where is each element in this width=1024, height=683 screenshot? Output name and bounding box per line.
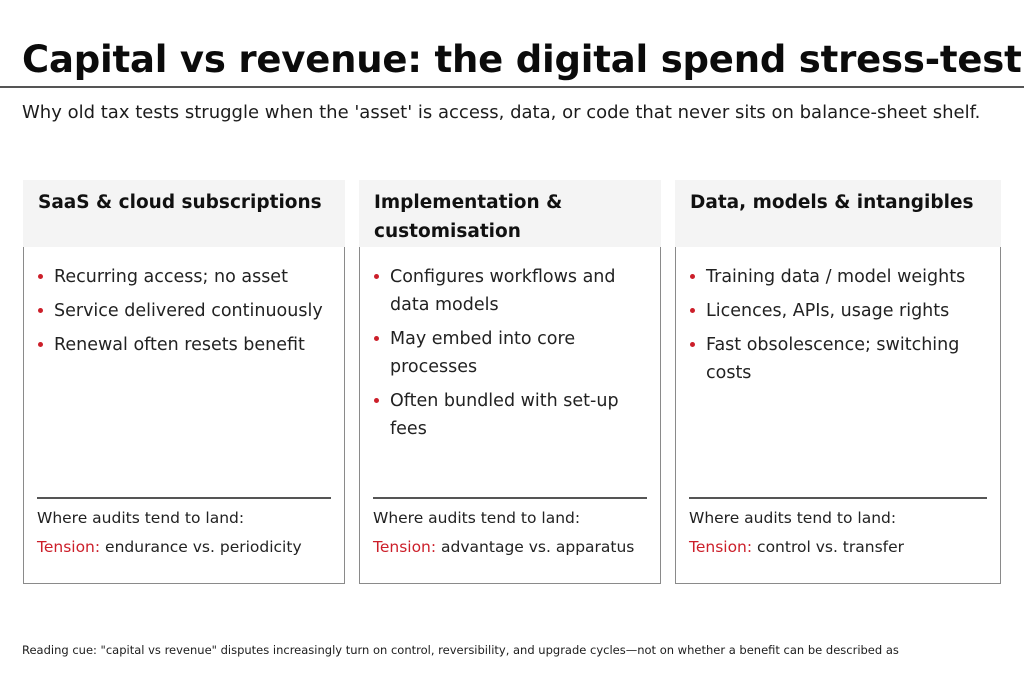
reading-cue: Reading cue: "capital vs revenue" disput… xyxy=(22,643,899,657)
bullet-list: Training data / model weights Licences, … xyxy=(688,263,996,393)
tension-text: control vs. transfer xyxy=(757,538,905,556)
card-divider xyxy=(373,497,647,499)
card-divider xyxy=(689,497,987,499)
card-header: Implementation & customisation xyxy=(359,180,661,247)
bullet-icon xyxy=(374,336,379,341)
page-subtitle: Why old tax tests struggle when the 'ass… xyxy=(22,102,981,123)
card-body: Configures workflows and data models May… xyxy=(359,247,661,584)
card-title: SaaS & cloud subscriptions xyxy=(38,192,322,213)
bullet-icon xyxy=(38,308,43,313)
card-title: Data, models & intangibles xyxy=(690,192,974,213)
bullet-icon xyxy=(38,342,43,347)
audits-label: Where audits tend to land: xyxy=(373,509,581,527)
tension-line: Tension: control vs. transfer xyxy=(689,538,904,556)
bullet-icon xyxy=(690,274,695,279)
tension-label: Tension: xyxy=(37,538,101,556)
bullet-icon xyxy=(38,274,43,279)
card-body: Training data / model weights Licences, … xyxy=(675,247,1001,584)
card-body: Recurring access; no asset Service deliv… xyxy=(23,247,345,584)
list-item: Configures workflows and data models xyxy=(372,263,656,319)
tension-text: advantage vs. apparatus xyxy=(441,538,635,556)
tension-line: Tension: advantage vs. apparatus xyxy=(373,538,634,556)
card-data-models: Data, models & intangibles Training data… xyxy=(675,180,1001,584)
bullet-icon xyxy=(374,398,379,403)
tension-label: Tension: xyxy=(689,538,753,556)
list-item: Training data / model weights xyxy=(688,263,996,291)
bullet-icon xyxy=(690,308,695,313)
bullet-icon xyxy=(690,342,695,347)
list-item: May embed into core processes xyxy=(372,325,656,381)
bullet-list: Recurring access; no asset Service deliv… xyxy=(36,263,340,365)
card-implementation: Implementation & customisation Configure… xyxy=(359,180,661,584)
card-divider xyxy=(37,497,331,499)
title-divider xyxy=(0,86,1024,88)
list-item: Recurring access; no asset xyxy=(36,263,340,291)
tension-label: Tension: xyxy=(373,538,437,556)
list-item: Licences, APIs, usage rights xyxy=(688,297,996,325)
page-title: Capital vs revenue: the digital spend st… xyxy=(22,38,1022,81)
audits-label: Where audits tend to land: xyxy=(37,509,245,527)
bullet-icon xyxy=(374,274,379,279)
card-saas: SaaS & cloud subscriptions Recurring acc… xyxy=(23,180,345,584)
list-item: Fast obsolescence; switching costs xyxy=(688,331,996,387)
list-item: Renewal often resets benefit xyxy=(36,331,340,359)
audits-label: Where audits tend to land: xyxy=(689,509,897,527)
card-header: SaaS & cloud subscriptions xyxy=(23,180,345,247)
card-title: Implementation & customisation xyxy=(374,192,563,242)
bullet-list: Configures workflows and data models May… xyxy=(372,263,656,449)
list-item: Service delivered continuously xyxy=(36,297,340,325)
list-item: Often bundled with set-up fees xyxy=(372,387,656,443)
tension-text: endurance vs. periodicity xyxy=(105,538,302,556)
tension-line: Tension: endurance vs. periodicity xyxy=(37,538,302,556)
card-header: Data, models & intangibles xyxy=(675,180,1001,247)
